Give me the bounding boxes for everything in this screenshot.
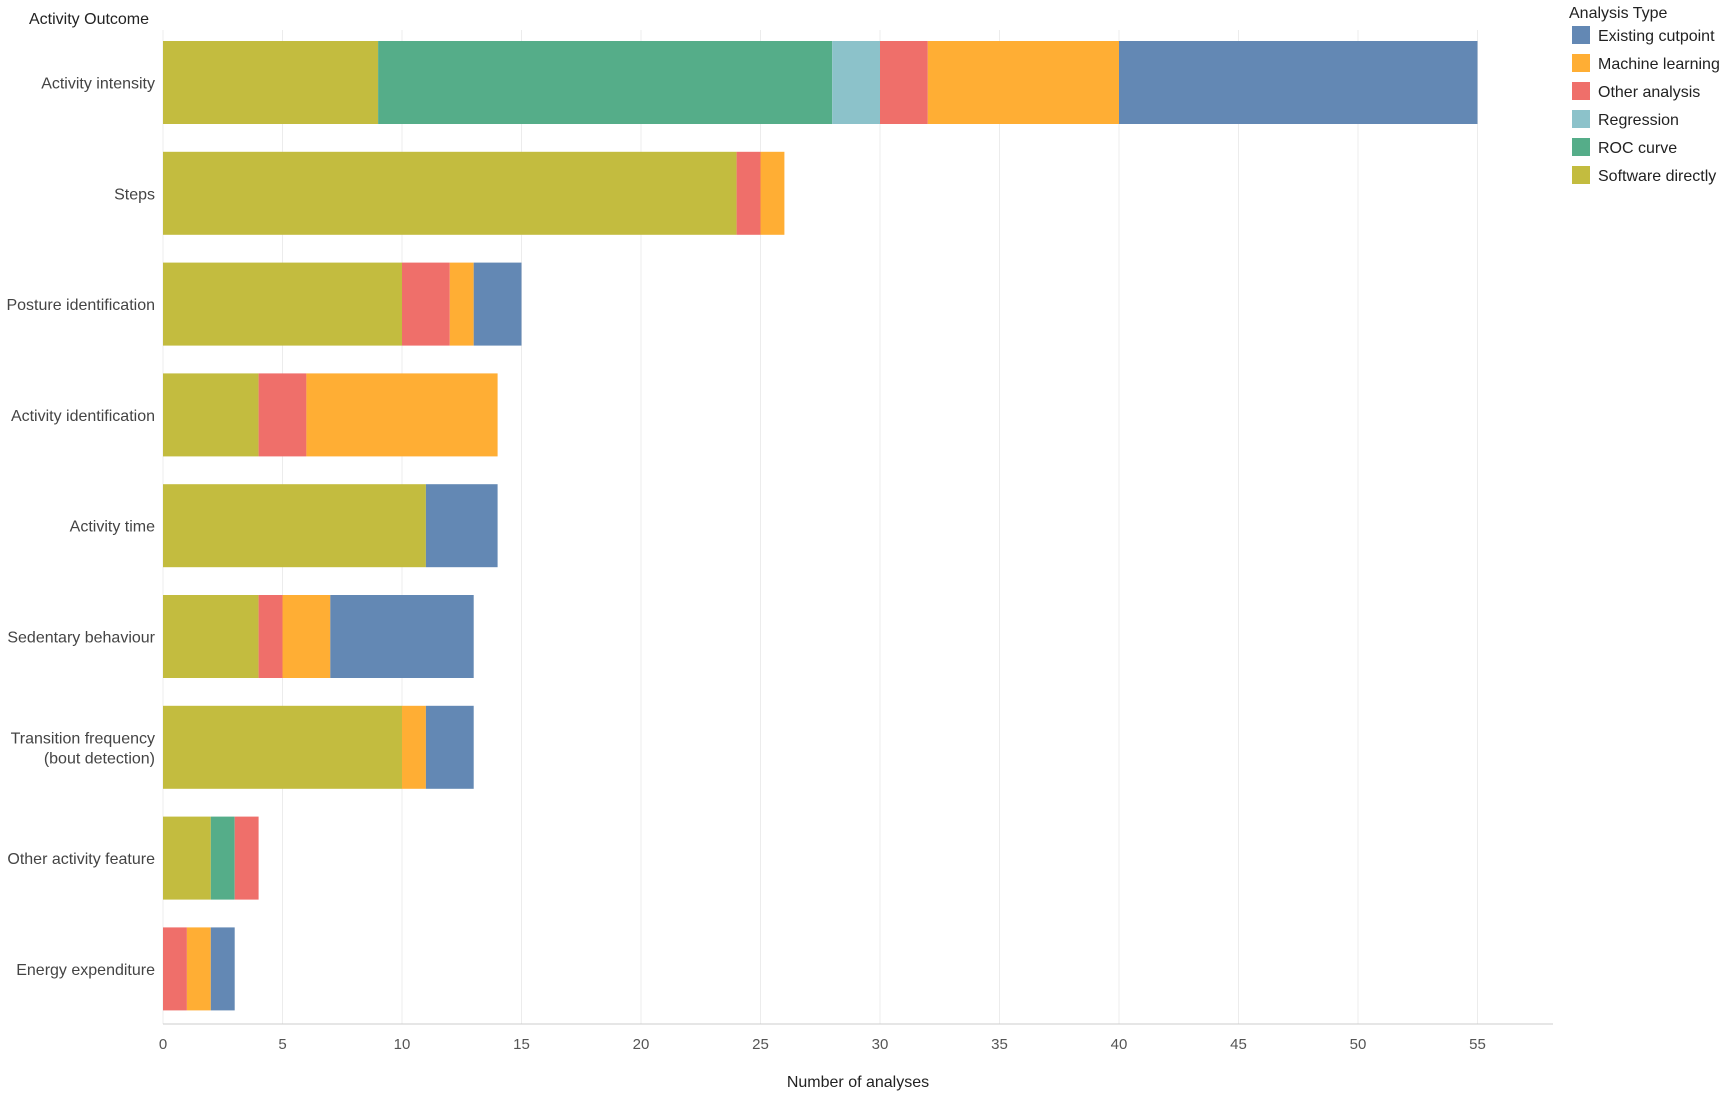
bar-activity-intensity-other-analysis [880, 41, 928, 124]
legend-swatch-existing-cutpoint [1572, 26, 1590, 44]
bar-sedentary-behaviour-other-analysis [258, 595, 283, 678]
category-label-other-activity-feature: Other activity feature [7, 851, 155, 868]
category-label-line: Sedentary behaviour [7, 630, 155, 647]
legend-swatch-machine-learning [1572, 54, 1590, 72]
legend-label-software-directly: Software directly [1598, 168, 1716, 185]
category-label-activity-intensity: Activity intensity [41, 76, 155, 93]
bar-activity-identification-software-directly [163, 373, 259, 457]
x-tick-30: 30 [872, 1036, 889, 1053]
bar-activity-intensity-roc-curve [378, 41, 833, 124]
bar-activity-intensity-machine-learning [927, 41, 1119, 124]
bar-sedentary-behaviour-software-directly [163, 595, 259, 678]
category-label-sedentary-behaviour: Sedentary behaviour [7, 630, 155, 647]
bar-posture-identification-software-directly [163, 262, 402, 346]
legend: Analysis Type Existing cutpoint Machine l… [1569, 5, 1720, 185]
category-labels: Activity intensity Steps Posture identific… [6, 76, 155, 979]
bar-steps-other-analysis [736, 151, 761, 235]
category-label-line: Activity identification [11, 408, 155, 425]
legend-swatch-regression [1572, 110, 1590, 128]
bar-activity-intensity-existing-cutpoint [1119, 41, 1478, 124]
category-label-steps: Steps [114, 186, 155, 203]
x-tick-0: 0 [159, 1036, 167, 1053]
legend-swatch-other-analysis [1572, 82, 1590, 100]
bar-steps-machine-learning [760, 151, 785, 235]
category-label-line: Energy expenditure [16, 962, 155, 979]
bar-energy-expenditure-existing-cutpoint [210, 927, 235, 1011]
x-tick-55: 55 [1469, 1036, 1486, 1053]
bar-activity-identification-machine-learning [306, 373, 498, 457]
legend-label-regression: Regression [1598, 112, 1679, 129]
bar-other-activity-feature-roc-curve [210, 816, 235, 900]
bar-posture-identification-other-analysis [402, 262, 450, 346]
category-label-line: Activity time [70, 519, 155, 536]
bar-activity-time-software-directly [163, 484, 426, 568]
bar-energy-expenditure-other-analysis [163, 927, 187, 1011]
bar-activity-intensity-regression [832, 41, 880, 124]
bar-posture-identification-machine-learning [449, 262, 474, 346]
bar-stacks [163, 41, 1478, 1011]
x-tick-40: 40 [1111, 1036, 1128, 1053]
category-label-line: Posture identification [6, 297, 155, 314]
bar-energy-expenditure-machine-learning [186, 927, 211, 1011]
category-label-activity-time: Activity time [70, 519, 155, 536]
bar-other-activity-feature-software-directly [163, 816, 211, 900]
bar-sedentary-behaviour-existing-cutpoint [330, 595, 474, 678]
x-tick-45: 45 [1230, 1036, 1247, 1053]
category-label-line: Steps [114, 186, 155, 203]
x-tick-15: 15 [513, 1036, 530, 1053]
bar-sedentary-behaviour-machine-learning [282, 595, 331, 678]
bar-activity-time-existing-cutpoint [425, 484, 498, 568]
x-tick-labels: 0 5 10 15 20 25 30 35 40 45 50 55 [159, 1036, 1486, 1053]
bar-steps-software-directly [163, 151, 737, 235]
bar-transition-frequency-bout-detection-existing-cutpoint [425, 705, 474, 789]
legend-label-machine-learning: Machine learning [1598, 56, 1720, 73]
x-tick-25: 25 [752, 1036, 769, 1053]
bar-transition-frequency-bout-detection-machine-learning [402, 705, 426, 789]
category-label-energy-expenditure: Energy expenditure [16, 962, 155, 979]
category-label-activity-identification: Activity identification [11, 408, 155, 425]
category-label-line: Other activity feature [7, 851, 155, 868]
category-label-line: Transition frequency [11, 730, 155, 747]
legend-label-roc-curve: ROC curve [1598, 140, 1677, 157]
x-tick-50: 50 [1350, 1036, 1367, 1053]
legend-label-existing-cutpoint: Existing cutpoint [1598, 28, 1715, 45]
category-label-posture-identification: Posture identification [6, 297, 155, 314]
legend-swatch-software-directly [1572, 166, 1590, 184]
x-axis-title: Number of analyses [787, 1074, 929, 1091]
legend-label-other-analysis: Other analysis [1598, 84, 1700, 101]
bar-transition-frequency-bout-detection-software-directly [163, 705, 402, 789]
x-tick-5: 5 [278, 1036, 286, 1053]
bar-posture-identification-existing-cutpoint [473, 262, 522, 346]
x-tick-35: 35 [991, 1036, 1008, 1053]
bar-activity-identification-other-analysis [258, 373, 307, 457]
bar-activity-intensity-software-directly [163, 41, 379, 124]
category-label-transition-frequency-bout-detection: Transition frequency (bout detection) [11, 730, 155, 767]
category-label-line: (bout detection) [44, 750, 155, 767]
x-tick-10: 10 [394, 1036, 411, 1053]
bar-other-activity-feature-other-analysis [234, 816, 259, 900]
y-axis-title: Activity Outcome [29, 11, 149, 28]
x-tick-20: 20 [633, 1036, 650, 1053]
legend-title: Analysis Type [1569, 5, 1668, 22]
category-label-line: Activity intensity [41, 76, 155, 93]
legend-swatch-roc-curve [1572, 138, 1590, 156]
